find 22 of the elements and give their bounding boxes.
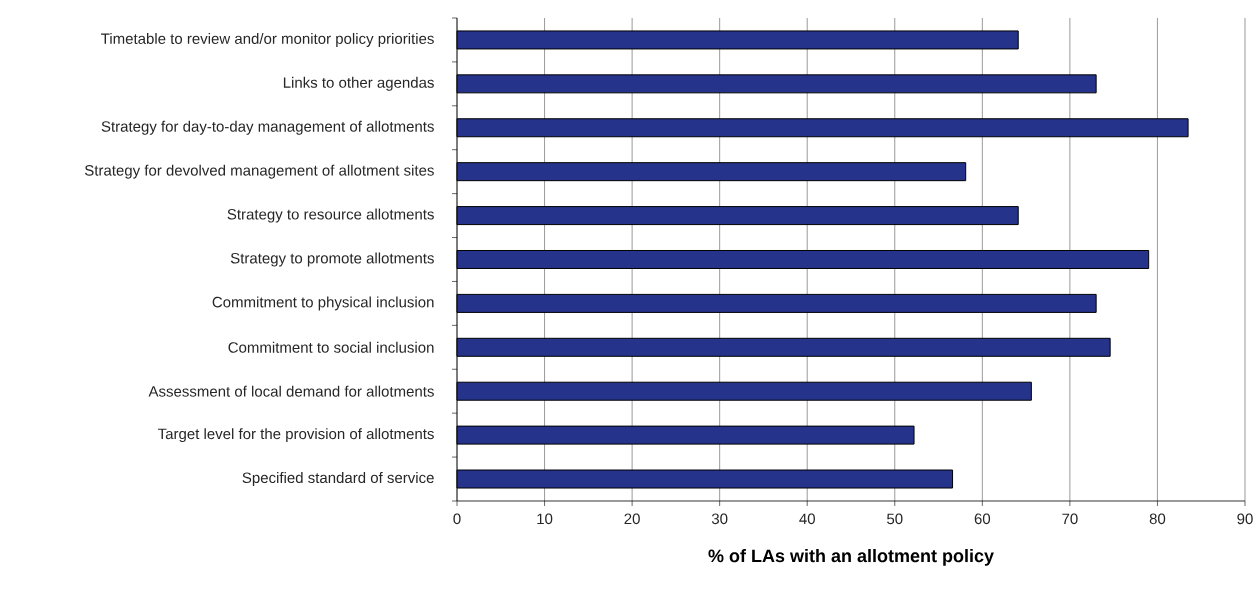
x-tick-label: 10 — [537, 513, 553, 525]
y-tick-label: Strategy for devolved management of allotment sites — [84, 164, 434, 179]
x-axis-title: % of LAs with an allotment policy — [708, 549, 994, 566]
x-tick-label: 80 — [1149, 513, 1166, 525]
y-tick-label: Specified standard of service — [242, 472, 434, 487]
y-tick-label: Timetable to review and/or monitor policy priorities — [101, 32, 434, 47]
x-tick-label: 0 — [453, 513, 461, 525]
y-tick-label: Target level for the provision of allotments — [158, 428, 434, 443]
y-tick-label: Strategy to resource allotments — [227, 208, 434, 223]
x-tick-label: 90 — [1237, 513, 1253, 525]
y-tick-label: Strategy for day-to-day management of allotments — [101, 120, 434, 135]
x-tick-label: 30 — [711, 513, 728, 525]
y-tick-label: Commitment to social inclusion — [228, 341, 434, 353]
y-tick-label: Commitment to physical inclusion — [212, 296, 434, 311]
y-tick-label: Links to other agendas — [283, 76, 434, 91]
x-tick-label: 40 — [799, 513, 815, 525]
x-tick-label: 20 — [624, 513, 640, 525]
y-tick-label: Strategy to promote allotments — [230, 252, 434, 267]
y-tick-label: Assessment of local demand for allotments — [148, 385, 434, 397]
x-tick-label: 60 — [974, 513, 991, 525]
x-tick-label: 70 — [1062, 513, 1078, 525]
x-tick-label: 50 — [887, 513, 903, 525]
